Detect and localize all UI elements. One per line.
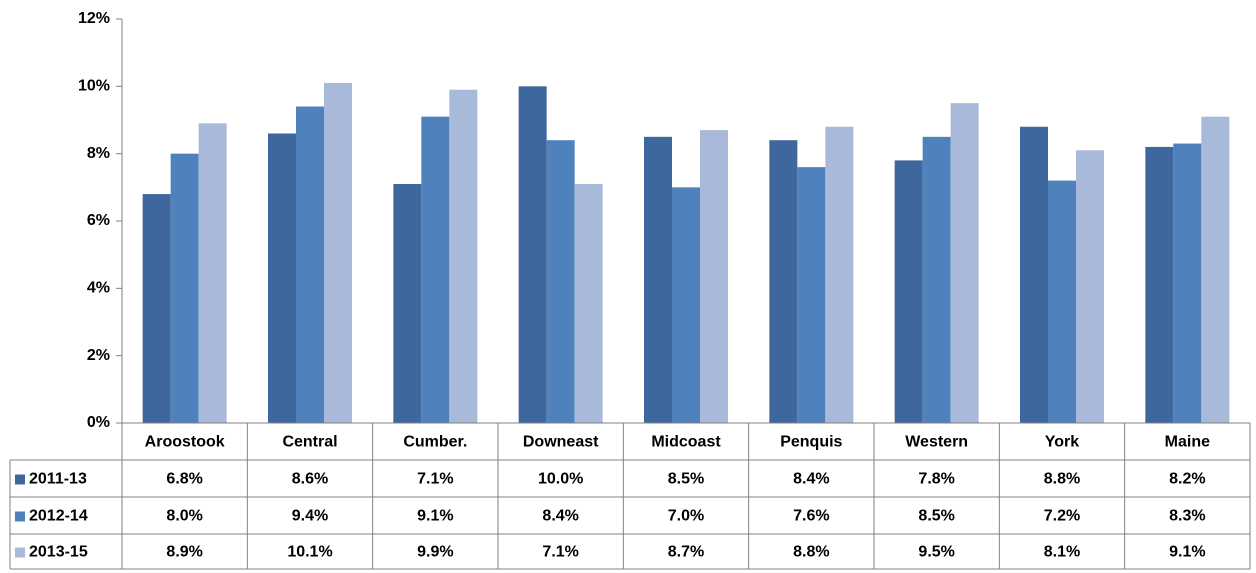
legend-swatch <box>15 547 25 558</box>
bar <box>421 116 450 423</box>
data-label: 8.6% <box>292 471 328 488</box>
bar <box>198 123 227 423</box>
data-label: 8.4% <box>542 508 578 525</box>
legend-label: 2011-13 <box>29 471 87 488</box>
data-label: 9.1% <box>1169 544 1205 561</box>
bar <box>296 106 324 424</box>
bar <box>574 183 603 423</box>
legend-label: 2013-15 <box>29 544 88 561</box>
y-tick-label: 4% <box>87 280 110 297</box>
x-tick-label: Downeast <box>523 434 599 451</box>
x-tick-label: Central <box>282 434 337 451</box>
data-label: 8.5% <box>668 471 704 488</box>
data-label: 8.3% <box>1169 508 1205 525</box>
y-tick-label: 8% <box>87 145 110 162</box>
data-label: 8.8% <box>793 544 829 561</box>
bar <box>1145 146 1174 423</box>
data-label: 8.4% <box>793 471 829 488</box>
legend-label: 2012-14 <box>29 508 88 525</box>
data-label: 8.9% <box>166 544 202 561</box>
bar <box>142 194 171 423</box>
data-label: 9.5% <box>918 544 954 561</box>
bar <box>769 140 798 423</box>
data-label: 9.9% <box>417 544 453 561</box>
data-label: 7.2% <box>1044 508 1080 525</box>
data-label: 9.4% <box>292 508 328 525</box>
data-label: 10.0% <box>538 471 583 488</box>
bar <box>324 82 352 423</box>
bar <box>672 187 700 423</box>
data-label: 8.1% <box>1044 544 1080 561</box>
bar <box>1020 126 1048 423</box>
bar <box>797 167 826 423</box>
y-tick-label: 6% <box>87 212 110 229</box>
data-label: 7.6% <box>793 508 829 525</box>
bar <box>1173 143 1202 424</box>
data-label: 7.1% <box>417 471 453 488</box>
x-tick-label: Maine <box>1165 434 1210 451</box>
x-tick-label: Penquis <box>780 434 842 451</box>
data-label: 8.5% <box>918 508 954 525</box>
x-tick-label: Cumber. <box>403 434 467 451</box>
data-label: 6.8% <box>166 471 202 488</box>
bar <box>950 103 979 424</box>
data-label: 8.0% <box>166 508 202 525</box>
data-label: 7.0% <box>668 508 704 525</box>
bar <box>1048 180 1076 423</box>
y-tick-label: 12% <box>78 10 110 27</box>
y-tick-label: 2% <box>87 347 110 364</box>
data-label: 8.7% <box>668 544 704 561</box>
y-tick-label: 0% <box>87 414 110 431</box>
data-label: 9.1% <box>417 508 453 525</box>
bar <box>1076 150 1104 424</box>
x-tick-label: York <box>1045 434 1079 451</box>
bar <box>518 86 547 423</box>
data-label: 7.1% <box>542 544 578 561</box>
bar <box>393 183 422 423</box>
bar <box>922 136 951 424</box>
x-tick-label: Western <box>905 434 968 451</box>
data-label: 8.2% <box>1169 471 1205 488</box>
bar <box>894 160 923 423</box>
bar <box>700 130 728 423</box>
x-tick-label: Midcoast <box>651 434 721 451</box>
bar <box>546 140 575 423</box>
x-tick-label: Aroostook <box>145 434 225 451</box>
y-tick-label: 10% <box>78 78 110 95</box>
bar <box>825 126 854 423</box>
legend-swatch <box>15 474 25 485</box>
bar <box>1201 116 1230 423</box>
bar <box>449 89 478 423</box>
data-label: 10.1% <box>287 544 332 561</box>
bar <box>268 133 296 423</box>
bar <box>644 136 672 424</box>
bar <box>170 153 199 423</box>
data-label: 8.8% <box>1044 471 1080 488</box>
legend-swatch <box>15 511 25 522</box>
data-label: 7.8% <box>918 471 954 488</box>
